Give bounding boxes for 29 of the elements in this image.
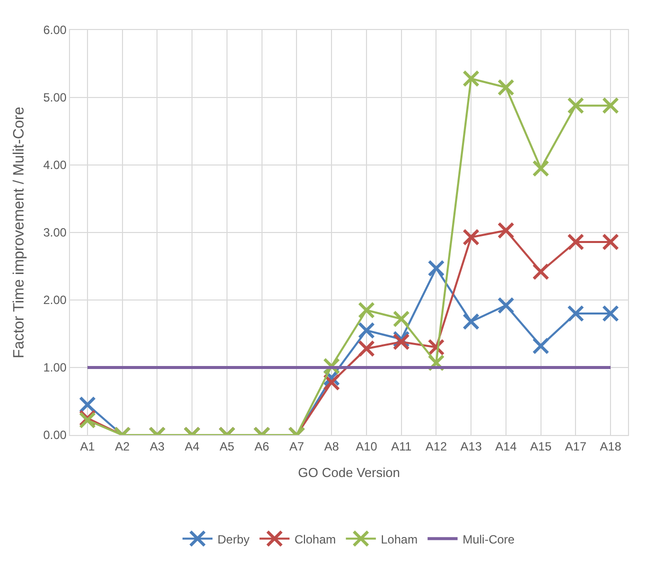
x-tick-label: A2 [114, 439, 130, 454]
x-tick-label: A15 [530, 439, 552, 454]
x-tick-label: A4 [184, 439, 200, 454]
y-tick-label: 4.00 [43, 158, 67, 172]
y-tick-label: 1.00 [43, 360, 67, 375]
legend-label: Derby [218, 532, 250, 546]
y-tick-label: 5.00 [43, 90, 67, 105]
x-tick-label: A6 [254, 439, 270, 454]
x-tick-label: A14 [495, 439, 517, 454]
x-tick-label: A18 [600, 439, 622, 454]
x-axis-title: GO Code Version [298, 465, 400, 480]
y-tick-label: 3.00 [43, 226, 67, 240]
legend-label: Cloham [294, 532, 336, 546]
x-tick-label: A3 [150, 439, 165, 454]
y-tick-label: 6.00 [43, 23, 67, 38]
y-tick-label: 0.00 [43, 428, 67, 442]
y-axis-title: Factor Time improvement / Mulit-Core [10, 106, 28, 358]
x-tick-label: A1 [80, 439, 96, 454]
y-tick-label: 2.00 [43, 293, 67, 308]
x-tick-label: A7 [289, 439, 304, 454]
x-tick-label: A13 [460, 439, 482, 454]
x-tick-label: A8 [324, 439, 340, 454]
x-tick-label: A5 [220, 439, 235, 454]
legend-label: Muli-Core [462, 532, 515, 546]
legend-label: Loham [380, 532, 418, 546]
x-tick-label: A17 [565, 439, 587, 454]
x-tick-label: A11 [391, 439, 412, 454]
x-tick-label: A10 [356, 439, 378, 454]
x-tick-label: A12 [426, 439, 448, 454]
